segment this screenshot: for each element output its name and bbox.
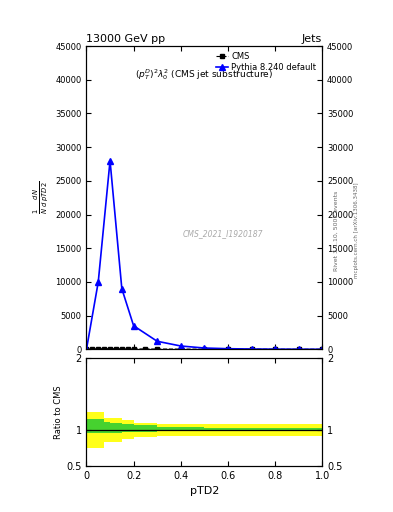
CMS (108, 346, 112, 352)
CMS (226, 346, 230, 352)
CMS (119, 346, 124, 352)
Y-axis label: Ratio to CMS: Ratio to CMS (55, 385, 63, 439)
Pythia 8.240 default (226, 346, 230, 352)
CMS (249, 346, 254, 352)
Pythia 8.240 default (131, 323, 136, 329)
Pythia 8.240 default (320, 346, 325, 352)
CMS (96, 346, 101, 352)
Text: mcplots.cern.ch [arXiv:1306.3438]: mcplots.cern.ch [arXiv:1306.3438] (354, 183, 359, 278)
Pythia 8.240 default (296, 346, 301, 352)
Text: CMS_2021_I1920187: CMS_2021_I1920187 (183, 229, 263, 239)
CMS (125, 346, 130, 352)
X-axis label: pTD2: pTD2 (190, 486, 219, 496)
CMS (155, 346, 160, 352)
Pythia 8.240 default (178, 343, 183, 349)
Pythia 8.240 default (96, 279, 101, 285)
Y-axis label: $\frac{1}{N}\,\frac{dN}{d\,pTD2}$: $\frac{1}{N}\,\frac{dN}{d\,pTD2}$ (31, 181, 50, 215)
CMS (114, 346, 118, 352)
Pythia 8.240 default (108, 158, 112, 164)
Legend: CMS, Pythia 8.240 default: CMS, Pythia 8.240 default (214, 50, 318, 74)
CMS (320, 346, 325, 352)
Pythia 8.240 default (155, 338, 160, 345)
CMS (102, 346, 107, 352)
Line: Pythia 8.240 default: Pythia 8.240 default (84, 158, 325, 352)
Text: Rivet 3.1.10, 500k events: Rivet 3.1.10, 500k events (334, 190, 339, 270)
CMS (143, 346, 148, 352)
CMS (131, 346, 136, 352)
Text: Jets: Jets (302, 33, 322, 44)
CMS (202, 346, 207, 352)
Line: CMS: CMS (84, 347, 324, 351)
Text: 13000 GeV pp: 13000 GeV pp (86, 33, 165, 44)
Pythia 8.240 default (273, 346, 277, 352)
CMS (296, 346, 301, 352)
Pythia 8.240 default (202, 345, 207, 351)
CMS (90, 346, 95, 352)
CMS (84, 346, 89, 352)
Pythia 8.240 default (84, 346, 89, 352)
CMS (178, 346, 183, 352)
Pythia 8.240 default (119, 286, 124, 292)
CMS (273, 346, 277, 352)
Pythia 8.240 default (249, 346, 254, 352)
Text: $(p_T^D)^2\lambda_0^2$ (CMS jet substructure): $(p_T^D)^2\lambda_0^2$ (CMS jet substruc… (135, 67, 274, 82)
